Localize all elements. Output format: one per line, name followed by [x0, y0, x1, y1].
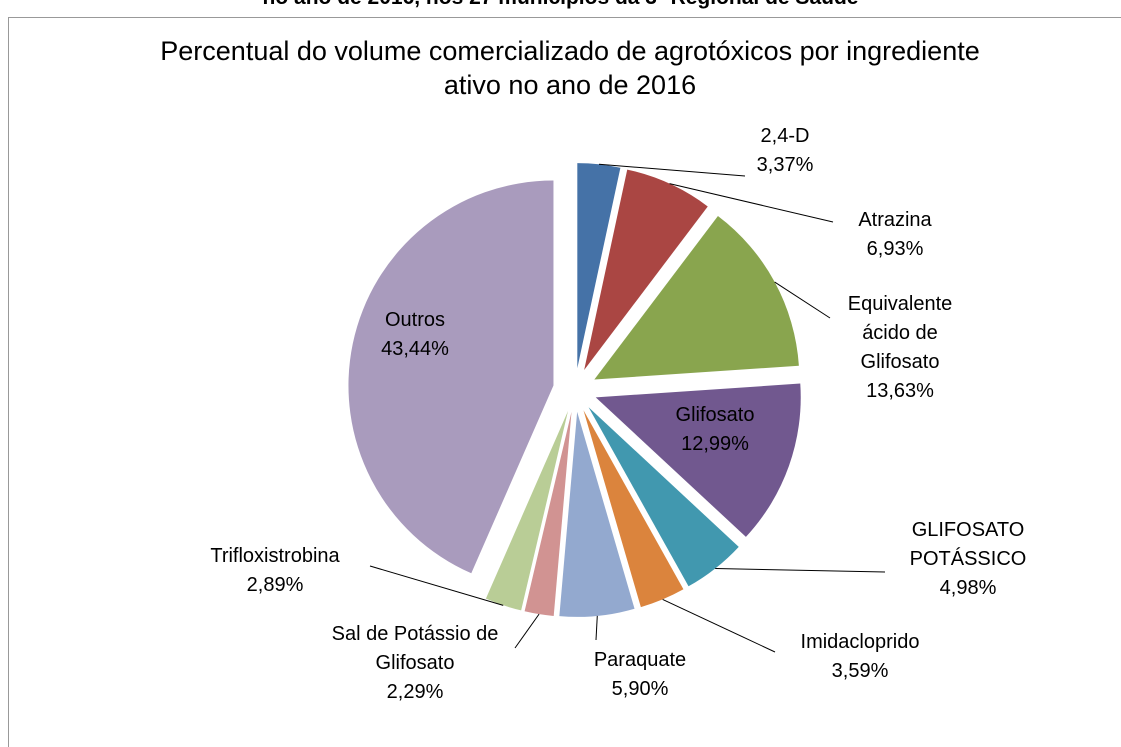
value-label: 5,90% — [611, 678, 669, 700]
value-label: 3,59% — [831, 660, 889, 682]
leader-line — [369, 565, 504, 606]
leader-line — [715, 568, 886, 573]
data-label: Paraquate 5,90% — [570, 646, 710, 704]
category-label: Glifosato — [675, 404, 755, 426]
leader-line — [598, 163, 746, 177]
leader-line — [595, 615, 598, 641]
value-label: 2,29% — [386, 681, 444, 703]
value-label: 4,98% — [939, 577, 997, 599]
category-label: Trifloxistrobina — [210, 545, 340, 567]
data-label: GLIFOSATO POTÁSSICO 4,98% — [873, 516, 1063, 603]
pie-slice — [524, 411, 572, 616]
data-label: Trifloxistrobina 2,89% — [180, 542, 370, 600]
pie-slice — [348, 180, 554, 574]
category-label: Atrazina — [858, 209, 932, 231]
pie-slice — [584, 169, 708, 370]
leader-line — [774, 281, 831, 319]
frame — [8, 17, 1121, 747]
value-label: 2,89% — [246, 574, 304, 596]
category-label: Sal de Potássio de Glifosato — [331, 623, 499, 674]
category-label: 2,4-D — [760, 125, 810, 147]
data-label: Glifosato 12,99% — [640, 401, 790, 459]
pie-slice — [583, 410, 684, 608]
caption: no ano de 2016, nos 27 municípios da 3ª … — [0, 0, 1121, 10]
pie-slice — [485, 410, 569, 611]
leader-line — [662, 598, 776, 653]
category-label: GLIFOSATO POTÁSSICO — [909, 519, 1027, 570]
leader-line — [669, 183, 834, 223]
value-label: 13,63% — [866, 380, 934, 402]
value-label: 6,93% — [866, 238, 924, 260]
pie-slice — [559, 411, 635, 617]
pie-slice — [594, 215, 799, 380]
pie-slice — [588, 407, 739, 587]
leader-line — [514, 613, 540, 649]
pie-slice — [577, 163, 621, 369]
category-label: Imidacloprido — [800, 631, 920, 653]
pie-slice — [595, 383, 801, 537]
value-label: 3,37% — [756, 154, 814, 176]
data-label: Atrazina 6,93% — [835, 206, 955, 264]
data-label: 2,4-D 3,37% — [725, 122, 845, 180]
chart-title: Percentual do volume comercializado de a… — [160, 36, 980, 100]
value-label: 12,99% — [681, 433, 749, 455]
category-label: Paraquate — [593, 649, 687, 671]
value-label: 43,44% — [381, 338, 449, 360]
data-label: Equivalente ácido de Glifosato 13,63% — [835, 290, 965, 406]
data-label: Imidacloprido 3,59% — [775, 628, 945, 686]
category-label: Outros — [384, 309, 446, 331]
data-label: Outros 43,44% — [355, 306, 475, 364]
category-label: Equivalente ácido de Glifosato — [847, 293, 953, 373]
data-label: Sal de Potássio de Glifosato 2,29% — [331, 620, 499, 707]
